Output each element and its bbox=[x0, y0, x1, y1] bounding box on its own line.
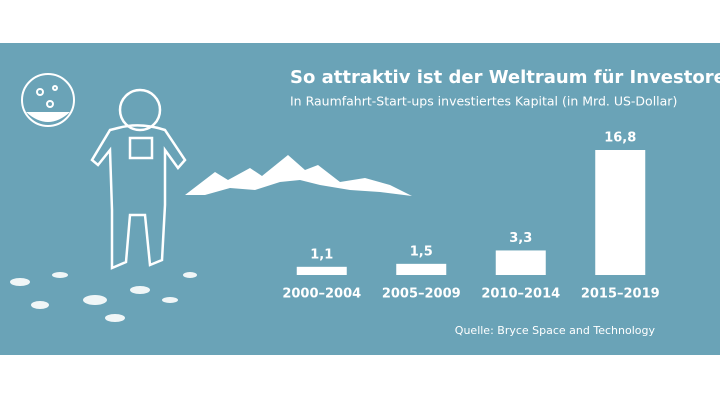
value-label: 16,8 bbox=[604, 131, 636, 146]
mountains bbox=[185, 155, 412, 196]
value-label: 1,5 bbox=[410, 244, 433, 259]
value-label: 3,3 bbox=[509, 231, 532, 246]
source: Quelle: Bryce Space and Technology bbox=[455, 324, 656, 337]
x-tick-label: 2015–2019 bbox=[581, 287, 660, 302]
moon bbox=[21, 73, 75, 127]
rocks bbox=[10, 272, 197, 322]
bar bbox=[495, 250, 546, 275]
x-tick-label: 2000–2004 bbox=[282, 287, 361, 302]
x-tick-label: 2010–2014 bbox=[481, 287, 560, 302]
chart-title: So attraktiv ist der Weltraum für Invest… bbox=[290, 67, 720, 88]
x-tick-label: 2005–2009 bbox=[382, 287, 461, 302]
value-label: 1,1 bbox=[310, 247, 333, 262]
astronaut bbox=[90, 88, 187, 270]
chart-subtitle: In Raumfahrt-Start-ups investiertes Kapi… bbox=[290, 94, 677, 109]
bar bbox=[396, 263, 447, 275]
bar bbox=[595, 150, 646, 275]
bar bbox=[296, 266, 347, 275]
